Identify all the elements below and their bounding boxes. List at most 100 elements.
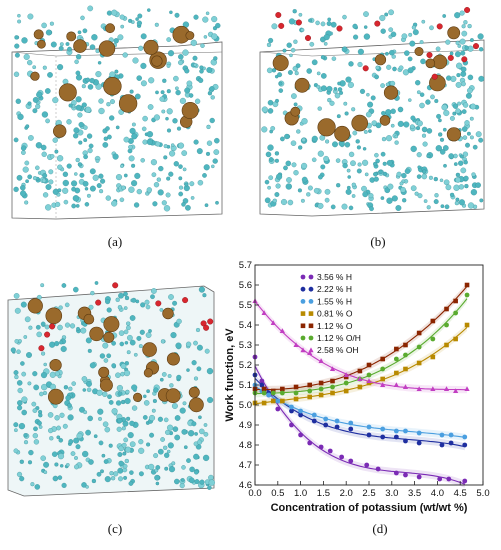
potassium-atom	[165, 388, 181, 404]
carbon-atom	[199, 65, 204, 70]
carbon-atom	[58, 45, 64, 51]
carbon-atom	[124, 361, 129, 366]
carbon-atom	[356, 168, 362, 174]
carbon-atom	[292, 9, 297, 14]
carbon-atom	[399, 181, 404, 186]
carbon-atom	[62, 423, 68, 429]
carbon-atom	[56, 435, 61, 440]
carbon-atom	[306, 192, 311, 197]
carbon-atom	[156, 177, 161, 182]
carbon-atom	[128, 144, 133, 150]
data-point	[403, 366, 408, 372]
carbon-atom	[455, 172, 461, 178]
carbon-atom	[36, 91, 43, 98]
carbon-atom	[148, 77, 155, 84]
carbon-atom	[449, 192, 455, 198]
carbon-atom	[330, 21, 337, 28]
potassium-atom	[45, 307, 63, 325]
carbon-atom	[10, 347, 16, 353]
carbon-atom	[103, 358, 109, 363]
potassium-atom	[133, 392, 143, 402]
carbon-atom	[20, 190, 27, 197]
carbon-atom	[123, 437, 129, 443]
carbon-atom	[100, 178, 106, 184]
carbon-atom	[454, 200, 460, 206]
carbon-atom	[89, 362, 96, 369]
carbon-atom	[469, 116, 474, 121]
carbon-atom	[320, 55, 325, 60]
y-tick-label: 5.1	[239, 380, 252, 391]
carbon-atom	[465, 142, 470, 148]
carbon-atom	[293, 170, 299, 176]
carbon-atom	[113, 471, 119, 477]
carbon-atom	[470, 103, 477, 110]
carbon-atom	[42, 65, 47, 70]
carbon-atom	[119, 14, 125, 20]
carbon-atom	[191, 421, 197, 427]
carbon-atom	[368, 193, 374, 199]
data-point	[293, 390, 299, 396]
carbon-atom	[33, 384, 40, 391]
carbon-atom	[363, 25, 368, 29]
carbon-atom	[461, 109, 467, 114]
carbon-atom	[169, 10, 173, 15]
carbon-atom	[102, 421, 109, 427]
carbon-atom	[163, 445, 168, 450]
carbon-atom	[17, 405, 23, 411]
carbon-atom	[186, 458, 191, 463]
carbon-atom	[301, 176, 308, 183]
carbon-atom	[85, 429, 91, 436]
carbon-atom	[463, 20, 468, 25]
carbon-atom	[389, 80, 396, 87]
carbon-atom	[460, 50, 466, 56]
y-tick-label: 5.2	[239, 360, 252, 371]
potassium-atoms-b	[272, 26, 461, 142]
carbon-atom	[47, 72, 53, 78]
carbon-atom	[421, 19, 426, 24]
carbon-atom	[142, 415, 148, 420]
carbon-atom	[22, 166, 29, 173]
potassium-atom	[89, 326, 104, 342]
data-point	[380, 366, 386, 372]
data-point	[464, 386, 470, 391]
carbon-atom	[19, 476, 25, 482]
carbon-atom	[336, 114, 341, 119]
carbon-atom	[166, 37, 172, 42]
data-point	[462, 478, 468, 484]
carbon-atom	[84, 106, 92, 113]
carbon-atom	[124, 397, 131, 405]
carbon-atom	[108, 400, 114, 405]
carbon-atom	[194, 432, 198, 436]
carbon-atom	[105, 299, 111, 305]
carbon-atom	[75, 96, 82, 103]
carbon-atom	[343, 101, 348, 106]
carbon-atom	[363, 11, 369, 17]
carbon-atom	[129, 441, 136, 448]
data-point	[298, 432, 303, 438]
data-point	[380, 356, 385, 362]
carbon-atom	[40, 283, 45, 288]
carbon-atom	[449, 51, 454, 56]
carbon-atom	[278, 88, 284, 93]
carbon-atom	[287, 70, 293, 75]
carbon-atom	[456, 73, 461, 78]
carbon-atom	[45, 184, 52, 190]
carbon-atom	[57, 453, 65, 460]
carbon-atom	[62, 179, 69, 187]
data-point	[394, 346, 399, 352]
carbon-atom	[16, 174, 23, 181]
data-point	[393, 382, 399, 387]
carbon-atom	[463, 175, 469, 181]
carbon-atom	[90, 290, 95, 296]
carbon-atom	[409, 124, 415, 130]
data-point	[430, 336, 436, 342]
carbon-atom	[85, 77, 91, 83]
carbon-atom	[392, 66, 397, 72]
carbon-atom	[75, 104, 82, 111]
carbon-atom	[98, 107, 105, 115]
data-point	[343, 372, 349, 377]
carbon-atom	[190, 196, 195, 200]
carbon-atom	[397, 106, 404, 113]
carbon-atom	[457, 101, 462, 106]
data-point	[453, 310, 459, 316]
